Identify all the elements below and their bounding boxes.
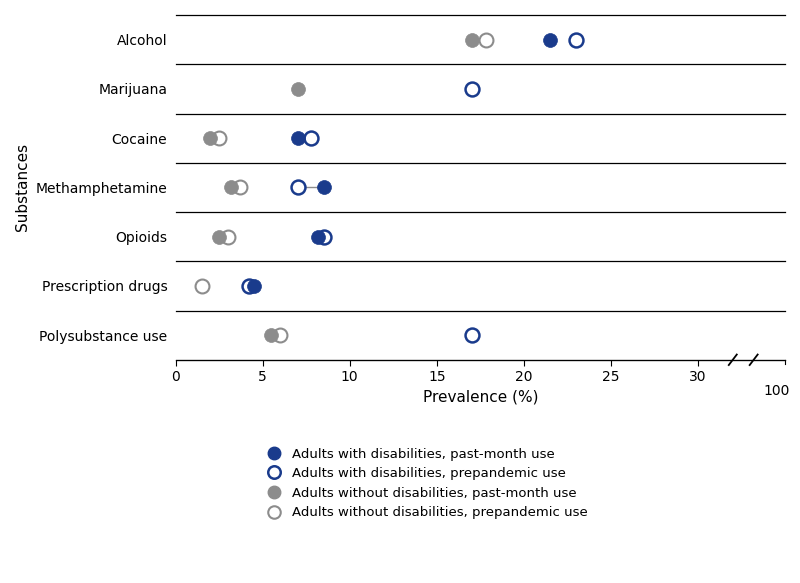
X-axis label: Prevalence (%): Prevalence (%)	[422, 390, 538, 405]
Text: 100: 100	[763, 384, 790, 398]
Y-axis label: Substances: Substances	[15, 143, 30, 231]
Legend: Adults with disabilities, past-month use, Adults with disabilities, prepandemic : Adults with disabilities, past-month use…	[255, 442, 594, 525]
